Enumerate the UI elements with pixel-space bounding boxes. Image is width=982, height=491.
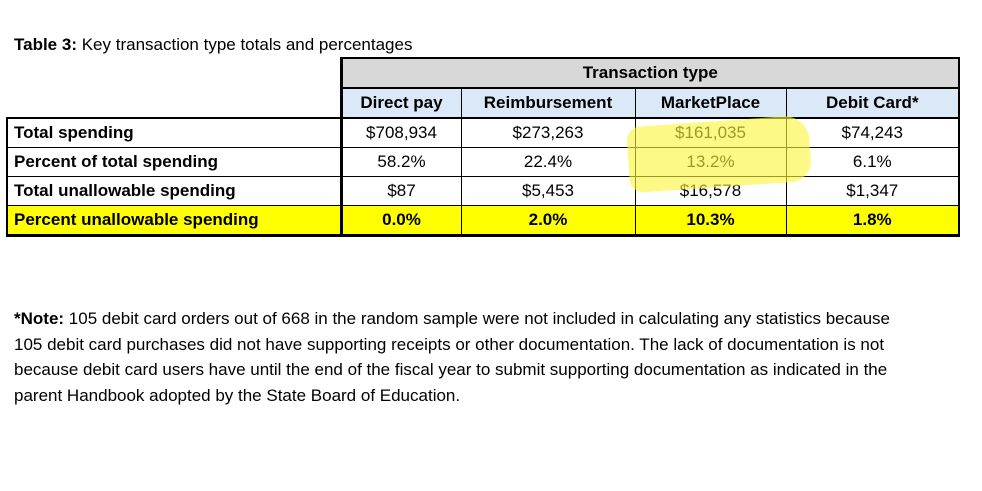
footnote-lead: *Note: (14, 309, 65, 328)
cell-percent-total-reimbursement: 22.4% (460, 147, 636, 177)
cell-total-spending-direct-pay: $708,934 (340, 117, 462, 148)
cell-percent-unallowable-reimbursement: 2.0% (460, 205, 636, 237)
group-header-transaction-type: Transaction type (339, 57, 961, 89)
caption-text: Key transaction type totals and percenta… (76, 35, 413, 54)
footnote-line-4: parent Handbook adopted by the State Boa… (14, 385, 461, 405)
cell-unallowable-reimbursement: $5,453 (460, 176, 636, 206)
footnote-line-3: because debit card users have until the … (14, 360, 888, 379)
table-caption: Table 3: Key transaction type totals and… (14, 35, 412, 55)
cell-unallowable-debit-card: $1,347 (785, 176, 961, 206)
cell-total-spending-debit-card: $74,243 (785, 117, 961, 148)
cell-percent-unallowable-marketplace: 10.3% (634, 205, 787, 237)
cell-total-spending-marketplace: $161,035 (634, 117, 787, 148)
cell-percent-unallowable-direct-pay: 0.0% (340, 205, 462, 237)
footnote-line-2: 105 debit card purchases did not have su… (14, 334, 885, 354)
caption-lead: Table 3: (14, 35, 77, 54)
footnote: *Note: 105 debit card orders out of 668 … (14, 306, 982, 408)
table-row-highlighted: Percent unallowable spending 0.0% 2.0% 1… (6, 205, 961, 237)
table-corner-cell (7, 58, 342, 119)
column-header-direct-pay: Direct pay (339, 87, 462, 119)
table-row: Total spending $708,934 $273,263 $161,03… (6, 117, 961, 148)
column-header-reimbursement: Reimbursement (460, 87, 636, 119)
cell-percent-total-marketplace: 13.2% (634, 147, 787, 177)
transaction-table: Transaction type Direct pay Reimbursemen… (6, 57, 961, 237)
table-row: Total unallowable spending $87 $5,453 $1… (6, 176, 961, 206)
footnote-line: *Note: 105 debit card orders out of 668 … (14, 306, 982, 332)
row-label-percent-unallowable: Percent unallowable spending (6, 205, 343, 237)
cell-percent-unallowable-debit-card: 1.8% (785, 205, 961, 237)
row-label-total-unallowable: Total unallowable spending (6, 176, 343, 206)
table-column-header-row: Direct pay Reimbursement MarketPlace Deb… (7, 87, 961, 119)
footnote-line-1: 105 debit card orders out of 668 in the … (64, 309, 890, 328)
column-header-marketplace: MarketPlace (634, 87, 787, 119)
row-label-percent-total-spending: Percent of total spending (6, 147, 343, 177)
cell-unallowable-direct-pay: $87 (340, 176, 462, 206)
row-label-total-spending: Total spending (6, 117, 343, 148)
column-header-debit-card: Debit Card* (785, 87, 961, 119)
table-group-header-row: Transaction type (7, 57, 961, 119)
cell-unallowable-marketplace: $16,578 (634, 176, 787, 206)
cell-percent-total-debit-card: 6.1% (785, 147, 961, 177)
cell-total-spending-reimbursement: $273,263 (460, 117, 636, 148)
table-row: Percent of total spending 58.2% 22.4% 13… (6, 147, 961, 177)
cell-percent-total-direct-pay: 58.2% (340, 147, 462, 177)
